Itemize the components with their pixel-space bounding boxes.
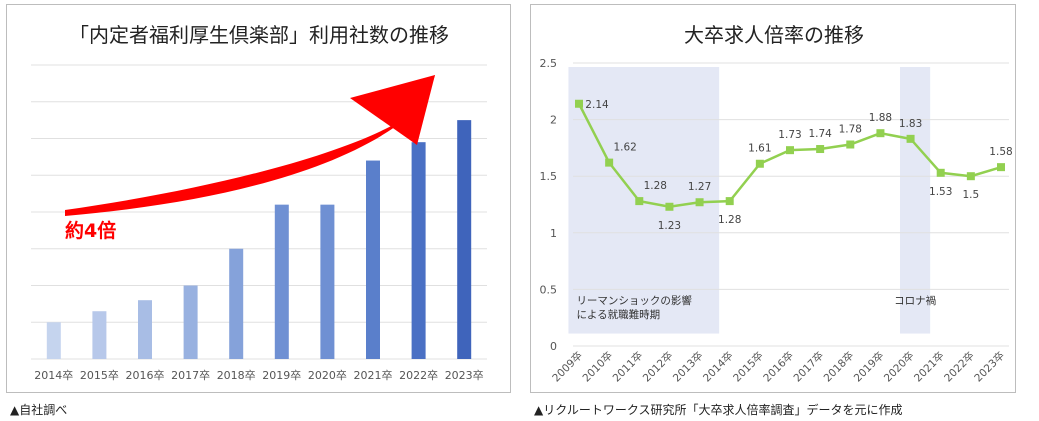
x-tick-label: 2018卒 [821, 349, 857, 385]
data-point [665, 202, 674, 211]
x-tick-label: 2017卒 [791, 349, 827, 385]
data-label: 1.74 [808, 128, 832, 140]
data-label: 1.28 [644, 180, 667, 192]
growth-arrow [65, 75, 435, 216]
x-tick-label: 2016卒 [761, 349, 797, 385]
bar [138, 300, 152, 359]
y-tick-label: 2.5 [540, 57, 558, 70]
data-label: 1.23 [658, 220, 681, 232]
x-tick-label: 2022卒 [941, 349, 977, 385]
x-tick-label: 2014卒 [34, 368, 73, 382]
bar [46, 322, 61, 359]
shaded-region-label: による就職難時期 [576, 308, 660, 321]
data-point [906, 134, 915, 143]
data-point [936, 168, 945, 177]
data-point [966, 172, 975, 181]
data-label: 1.27 [688, 181, 711, 193]
bar [366, 160, 380, 359]
x-tick-label: 2023卒 [972, 349, 1008, 385]
y-tick-label: 0.5 [540, 283, 558, 296]
shaded-region-label: リーマンショックの影響 [576, 294, 692, 307]
data-label: 1.5 [963, 189, 980, 201]
data-point [575, 99, 583, 108]
x-tick-label: 2010卒 [580, 349, 616, 385]
bar [274, 204, 289, 359]
shaded-region-label: コロナ禍 [894, 294, 936, 307]
bar [183, 285, 198, 359]
data-label: 1.28 [718, 214, 741, 226]
data-point [876, 129, 885, 138]
x-tick-label: 2019卒 [851, 349, 887, 385]
x-tick-label: 2020卒 [308, 368, 347, 382]
data-point [846, 140, 855, 149]
data-point [635, 197, 644, 206]
x-tick-label: 2023卒 [445, 368, 484, 382]
data-label: 1.83 [899, 118, 922, 130]
y-tick-label: 1.5 [540, 170, 558, 183]
left-caption: ▲自社調べ [10, 403, 68, 417]
data-point [695, 198, 704, 207]
bar [320, 204, 335, 359]
data-label: 1.61 [748, 143, 771, 155]
right-caption: ▲リクルートワークス研究所「大卒求人倍率調査」データを元に作成 [534, 403, 903, 417]
left-chart-panel: 「内定者福利厚生倶楽部」利用社数の推移 2014卒 2015卒 2016卒 2017卒… [6, 4, 511, 393]
y-tick-label: 2 [550, 114, 557, 127]
bar [229, 248, 244, 359]
data-label: 2.14 [585, 99, 609, 111]
x-tick-label: 2017卒 [171, 368, 210, 382]
y-tick-label: 1 [550, 227, 557, 240]
data-label: 1.78 [839, 124, 862, 136]
data-point [786, 146, 794, 155]
right-chart-panel: 大卒求人倍率の推移 リーマンショックの影響 による就職難時期 コロナ禍 0 0.5 1 1… [530, 4, 1016, 393]
data-label: 1.73 [778, 129, 801, 141]
y-tick-label: 0 [550, 340, 557, 353]
growth-arrow-head [350, 75, 435, 145]
bar [92, 311, 107, 359]
data-point [816, 145, 825, 154]
x-tick-label: 2019卒 [262, 368, 301, 382]
left-chart-title: 「内定者福利厚生倶楽部」利用社数の推移 [69, 23, 449, 47]
data-label: 1.88 [869, 112, 892, 124]
data-point [725, 197, 734, 206]
data-label: 1.53 [929, 186, 952, 198]
data-point [997, 163, 1005, 172]
x-tick-label: 2020卒 [881, 349, 917, 385]
left-bar-chart: 「内定者福利厚生倶楽部」利用社数の推移 2014卒 2015卒 2016卒 2017卒… [31, 23, 487, 382]
x-tick-label: 2016卒 [126, 368, 165, 382]
x-tick-label: 2018卒 [217, 368, 256, 382]
data-label: 1.62 [613, 142, 636, 154]
x-tick-label: 2014卒 [700, 349, 736, 385]
x-tick-label: 2011卒 [610, 349, 646, 385]
data-point [755, 159, 764, 168]
right-chart-title: 大卒求人倍率の推移 [684, 23, 864, 47]
growth-annotation: 約4倍 [65, 219, 116, 242]
x-tick-label: 2022卒 [399, 368, 438, 382]
data-label: 1.58 [989, 146, 1012, 158]
x-tick-label: 2021卒 [354, 368, 393, 382]
bar [411, 142, 426, 359]
x-tick-label: 2021卒 [911, 349, 947, 385]
x-tick-label: 2015卒 [730, 349, 766, 385]
data-point [605, 158, 614, 167]
x-tick-label: 2013卒 [670, 349, 706, 385]
x-tick-label: 2015卒 [80, 368, 119, 382]
bar [457, 120, 472, 359]
shaded-region [900, 67, 931, 334]
x-tick-label: 2012卒 [640, 349, 676, 385]
x-tick-label: 2009卒 [550, 349, 586, 385]
